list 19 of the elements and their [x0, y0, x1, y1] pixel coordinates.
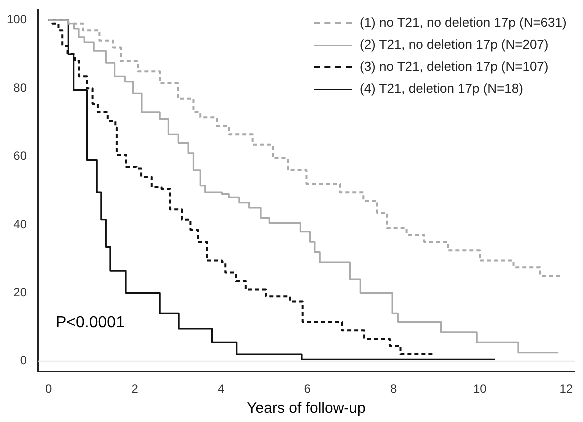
y-tick-label: 0 — [20, 354, 28, 368]
x-tick-label: 6 — [304, 382, 312, 396]
x-tick-label: 12 — [560, 382, 574, 396]
x-tick-label: 10 — [473, 382, 488, 396]
legend-label: (4) T21, deletion 17p (N=18) — [360, 80, 524, 98]
x-tick-label: 4 — [218, 382, 225, 396]
y-tick-label: 40 — [14, 217, 28, 232]
x-tick-label: 2 — [132, 382, 139, 396]
x-axis-title: Years of follow-up — [247, 400, 366, 418]
legend-label: (2) T21, no deletion 17p (N=207) — [360, 36, 549, 54]
legend-label: (3) no T21, deletion 17p (N=107) — [360, 58, 549, 76]
x-tick-label: 8 — [390, 382, 398, 396]
y-tick-label: 20 — [14, 285, 28, 300]
x-tick-label: 0 — [45, 382, 52, 396]
annotation: P<0.0001 — [56, 314, 126, 332]
y-tick-label: 60 — [14, 149, 28, 164]
y-tick-label: 80 — [14, 80, 28, 95]
y-tick-label: 100 — [6, 12, 28, 27]
legend-label: (1) no T21, no deletion 17p (N=631) — [360, 14, 567, 32]
